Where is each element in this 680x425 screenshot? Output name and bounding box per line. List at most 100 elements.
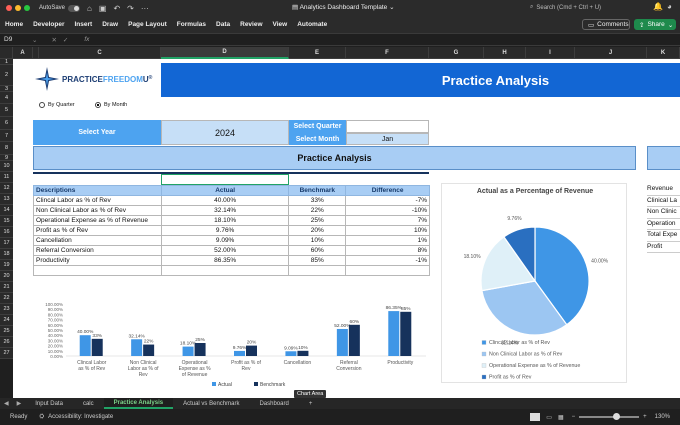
table-cell[interactable]: 40.00% bbox=[160, 195, 290, 206]
select-month-value[interactable]: Jan bbox=[346, 133, 429, 145]
table-cell[interactable]: 18.10% bbox=[160, 215, 290, 226]
sheet-tab-dashboard[interactable]: Dashboard bbox=[259, 400, 289, 407]
comments-button[interactable]: ▭ Comments bbox=[582, 19, 630, 30]
table-cell[interactable]: Non Clinical Labor as % of Rev bbox=[33, 205, 162, 216]
col-header-b[interactable] bbox=[33, 47, 39, 59]
table-cell[interactable]: Cancellation bbox=[33, 235, 162, 246]
accessibility-status[interactable]: Accessibility: Investigate bbox=[48, 414, 114, 420]
next-sheet-icon[interactable]: ▶ bbox=[16, 401, 22, 407]
row-header-15[interactable]: 15 bbox=[0, 216, 13, 227]
page-layout-view-icon[interactable]: ▭ bbox=[546, 414, 552, 421]
row-header-6[interactable]: 6 bbox=[0, 117, 13, 130]
table-cell[interactable]: 85% bbox=[288, 255, 347, 266]
tab-review[interactable]: Review bbox=[240, 21, 263, 28]
table-cell[interactable]: 9.09% bbox=[160, 235, 290, 246]
table-cell[interactable]: Operational Expense as % of Revenue bbox=[33, 215, 162, 226]
table-cell[interactable]: -10% bbox=[345, 205, 430, 216]
row-header-21[interactable]: 21 bbox=[0, 282, 13, 293]
tab-developer[interactable]: Developer bbox=[33, 21, 65, 28]
table-cell[interactable]: -1% bbox=[345, 255, 430, 266]
name-box[interactable]: D9 bbox=[4, 36, 13, 43]
row-header-23[interactable]: 23 bbox=[0, 304, 13, 315]
row-header-18[interactable]: 18 bbox=[0, 249, 13, 260]
tab-home[interactable]: Home bbox=[5, 21, 24, 28]
col-header-e[interactable]: E bbox=[289, 47, 346, 59]
name-box-chevron-icon[interactable]: ⌄ bbox=[32, 36, 38, 44]
save-icon[interactable]: ▣ bbox=[98, 3, 107, 13]
bell-icon[interactable]: 🔔 bbox=[653, 2, 663, 11]
formula-cancel-icon[interactable]: ✕ bbox=[51, 36, 57, 44]
table-cell[interactable]: 60% bbox=[288, 245, 347, 256]
zoom-level[interactable]: 130% bbox=[654, 414, 670, 420]
table-cell[interactable]: 8% bbox=[345, 245, 430, 256]
row-header-13[interactable]: 13 bbox=[0, 194, 13, 205]
table-cell[interactable]: Clincal Labor as % of Rev bbox=[33, 195, 162, 206]
table-cell[interactable]: Referral Conversion bbox=[33, 245, 162, 256]
row-header-25[interactable]: 25 bbox=[0, 326, 13, 337]
accessibility-icon[interactable]: ⛭ bbox=[39, 413, 45, 420]
bar-chart[interactable]: 100.00% 90.00% 80.00% 70.00% 60.00% 50.00% 40.… bbox=[33, 297, 429, 396]
pie-chart[interactable]: Actual as a Percentage of Revenue 40.00%… bbox=[441, 183, 627, 383]
row-header-1[interactable]: 1 bbox=[0, 59, 13, 65]
table-cell[interactable]: 10% bbox=[345, 225, 430, 236]
col-header-g[interactable]: G bbox=[429, 47, 484, 59]
home-icon[interactable]: ⌂ bbox=[87, 3, 92, 13]
radio-by-month[interactable]: By Month bbox=[95, 102, 127, 108]
tab-insert[interactable]: Insert bbox=[74, 21, 93, 28]
table-cell[interactable]: 7% bbox=[345, 215, 430, 226]
table-cell[interactable]: 22% bbox=[288, 205, 347, 216]
fx-icon[interactable]: fx bbox=[84, 36, 90, 43]
sheet-tab-calc[interactable]: calc bbox=[82, 400, 94, 407]
zoom-in-button[interactable]: + bbox=[643, 414, 647, 420]
row-header-14[interactable]: 14 bbox=[0, 205, 13, 216]
sheet-tab-actual-vs-benchmark[interactable]: Actual vs Benchmark bbox=[183, 400, 240, 407]
worksheet-grid[interactable]: PRACTICEFREEDOMU® Practice Analysis By Q… bbox=[13, 59, 680, 398]
col-header-c[interactable]: C bbox=[39, 47, 161, 59]
row-header-5[interactable]: 5 bbox=[0, 104, 13, 117]
row-header-8[interactable]: 8 bbox=[0, 142, 13, 155]
table-cell[interactable]: 10% bbox=[288, 235, 347, 246]
select-all-corner[interactable] bbox=[0, 47, 13, 59]
profile-icon[interactable]: ◕ bbox=[667, 2, 672, 11]
row-header-16[interactable]: 16 bbox=[0, 227, 13, 238]
select-quarter-value[interactable] bbox=[346, 120, 429, 133]
row-header-11[interactable]: 11 bbox=[0, 172, 13, 183]
add-sheet-button[interactable]: + bbox=[308, 400, 313, 407]
col-header-i[interactable]: I bbox=[526, 47, 575, 59]
col-header-a[interactable]: A bbox=[13, 47, 33, 59]
table-cell[interactable]: Productivity bbox=[33, 255, 162, 266]
row-header-19[interactable]: 19 bbox=[0, 260, 13, 271]
search-box[interactable]: ⌕ Search (Cmd + Ctrl + U) bbox=[530, 2, 645, 13]
prev-sheet-icon[interactable]: ◀ bbox=[4, 401, 9, 407]
table-cell[interactable]: 32.14% bbox=[160, 205, 290, 216]
row-header-20[interactable]: 20 bbox=[0, 271, 13, 282]
table-cell[interactable]: 20% bbox=[288, 225, 347, 236]
row-header-2[interactable]: 2 bbox=[0, 65, 13, 86]
table-cell[interactable]: 1% bbox=[345, 235, 430, 246]
table-cell[interactable]: 33% bbox=[288, 195, 347, 206]
redo-icon[interactable]: ↷ bbox=[127, 3, 134, 13]
row-header-10[interactable]: 10 bbox=[0, 161, 13, 172]
col-header-h[interactable]: H bbox=[484, 47, 526, 59]
zoom-slider-thumb[interactable] bbox=[613, 413, 621, 420]
undo-icon[interactable]: ↶ bbox=[113, 3, 121, 13]
table-cell[interactable]: 52.00% bbox=[160, 245, 290, 256]
table-cell[interactable]: Profit as % of Rev bbox=[33, 225, 162, 236]
autosave-toggle[interactable] bbox=[68, 4, 81, 12]
row-header-7[interactable]: 7 bbox=[0, 130, 13, 142]
tab-data[interactable]: Data bbox=[216, 21, 231, 28]
row-header-9[interactable]: 9 bbox=[0, 155, 13, 161]
table-cell[interactable]: 86.35% bbox=[160, 255, 290, 266]
col-header-f[interactable]: F bbox=[346, 47, 429, 59]
zoom-out-button[interactable]: − bbox=[571, 414, 576, 420]
more-icon[interactable]: ··· bbox=[140, 3, 149, 13]
tab-draw[interactable]: Draw bbox=[102, 21, 119, 28]
table-cell[interactable]: -7% bbox=[345, 195, 430, 206]
share-button[interactable]: ⇪ Share ⌄ bbox=[634, 19, 676, 30]
page-break-view-icon[interactable]: ▦ bbox=[557, 414, 564, 421]
selected-cell-d9[interactable] bbox=[161, 174, 289, 185]
row-header-17[interactable]: 17 bbox=[0, 238, 13, 249]
row-header-4[interactable]: 4 bbox=[0, 92, 13, 104]
col-header-k[interactable]: K bbox=[647, 47, 680, 59]
sheet-tab-practice-analysis[interactable]: Practice Analysis bbox=[103, 398, 174, 409]
